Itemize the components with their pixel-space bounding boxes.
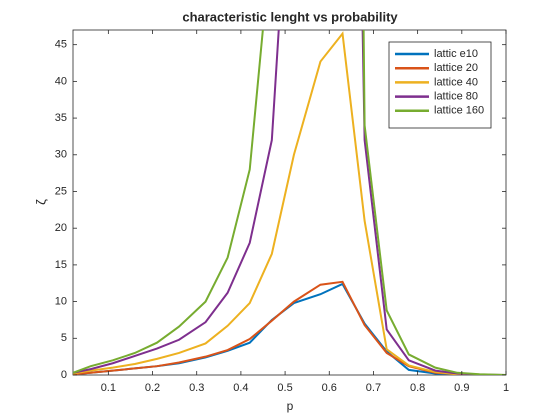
x-tick-label: 0.5 bbox=[277, 382, 292, 394]
line-series bbox=[73, 30, 506, 375]
x-tick-label: 0.3 bbox=[189, 382, 204, 394]
line-series bbox=[73, 30, 506, 375]
x-axis-label: p bbox=[287, 399, 294, 413]
legend-label: lattice 80 bbox=[434, 91, 478, 103]
legend-label: lattice 160 bbox=[434, 105, 484, 117]
y-tick-label: 5 bbox=[61, 332, 67, 344]
line-series bbox=[73, 31, 506, 375]
x-tick-label: 0.1 bbox=[101, 382, 116, 394]
y-tick-label: 0 bbox=[61, 369, 67, 381]
x-tick-label: 0.7 bbox=[366, 382, 381, 394]
y-tick-label: 20 bbox=[55, 222, 67, 234]
legend-label: lattic e10 bbox=[434, 48, 478, 60]
x-tick-label: 1 bbox=[503, 382, 509, 394]
y-tick-label: 45 bbox=[55, 39, 67, 51]
x-tick-label: 0.4 bbox=[233, 382, 248, 394]
y-tick-label: 40 bbox=[55, 75, 67, 87]
x-tick-label: 0.9 bbox=[454, 382, 469, 394]
legend-label: lattice 40 bbox=[434, 76, 478, 88]
y-tick-label: 30 bbox=[55, 149, 67, 161]
lines bbox=[73, 30, 506, 375]
chart-title: characteristic lenght vs probability bbox=[182, 9, 398, 24]
y-tick-label: 25 bbox=[55, 185, 67, 197]
x-tick-label: 0.6 bbox=[322, 382, 337, 394]
y-tick-label: 35 bbox=[55, 112, 67, 124]
x-tick-label: 0.8 bbox=[410, 382, 425, 394]
x-tick-label: 0.2 bbox=[145, 382, 160, 394]
y-axis-label: ζ bbox=[33, 199, 48, 205]
y-tick-label: 10 bbox=[55, 296, 67, 308]
legend-box bbox=[388, 41, 492, 129]
legend-label: lattice 20 bbox=[434, 62, 478, 74]
y-tick-label: 15 bbox=[55, 259, 67, 271]
